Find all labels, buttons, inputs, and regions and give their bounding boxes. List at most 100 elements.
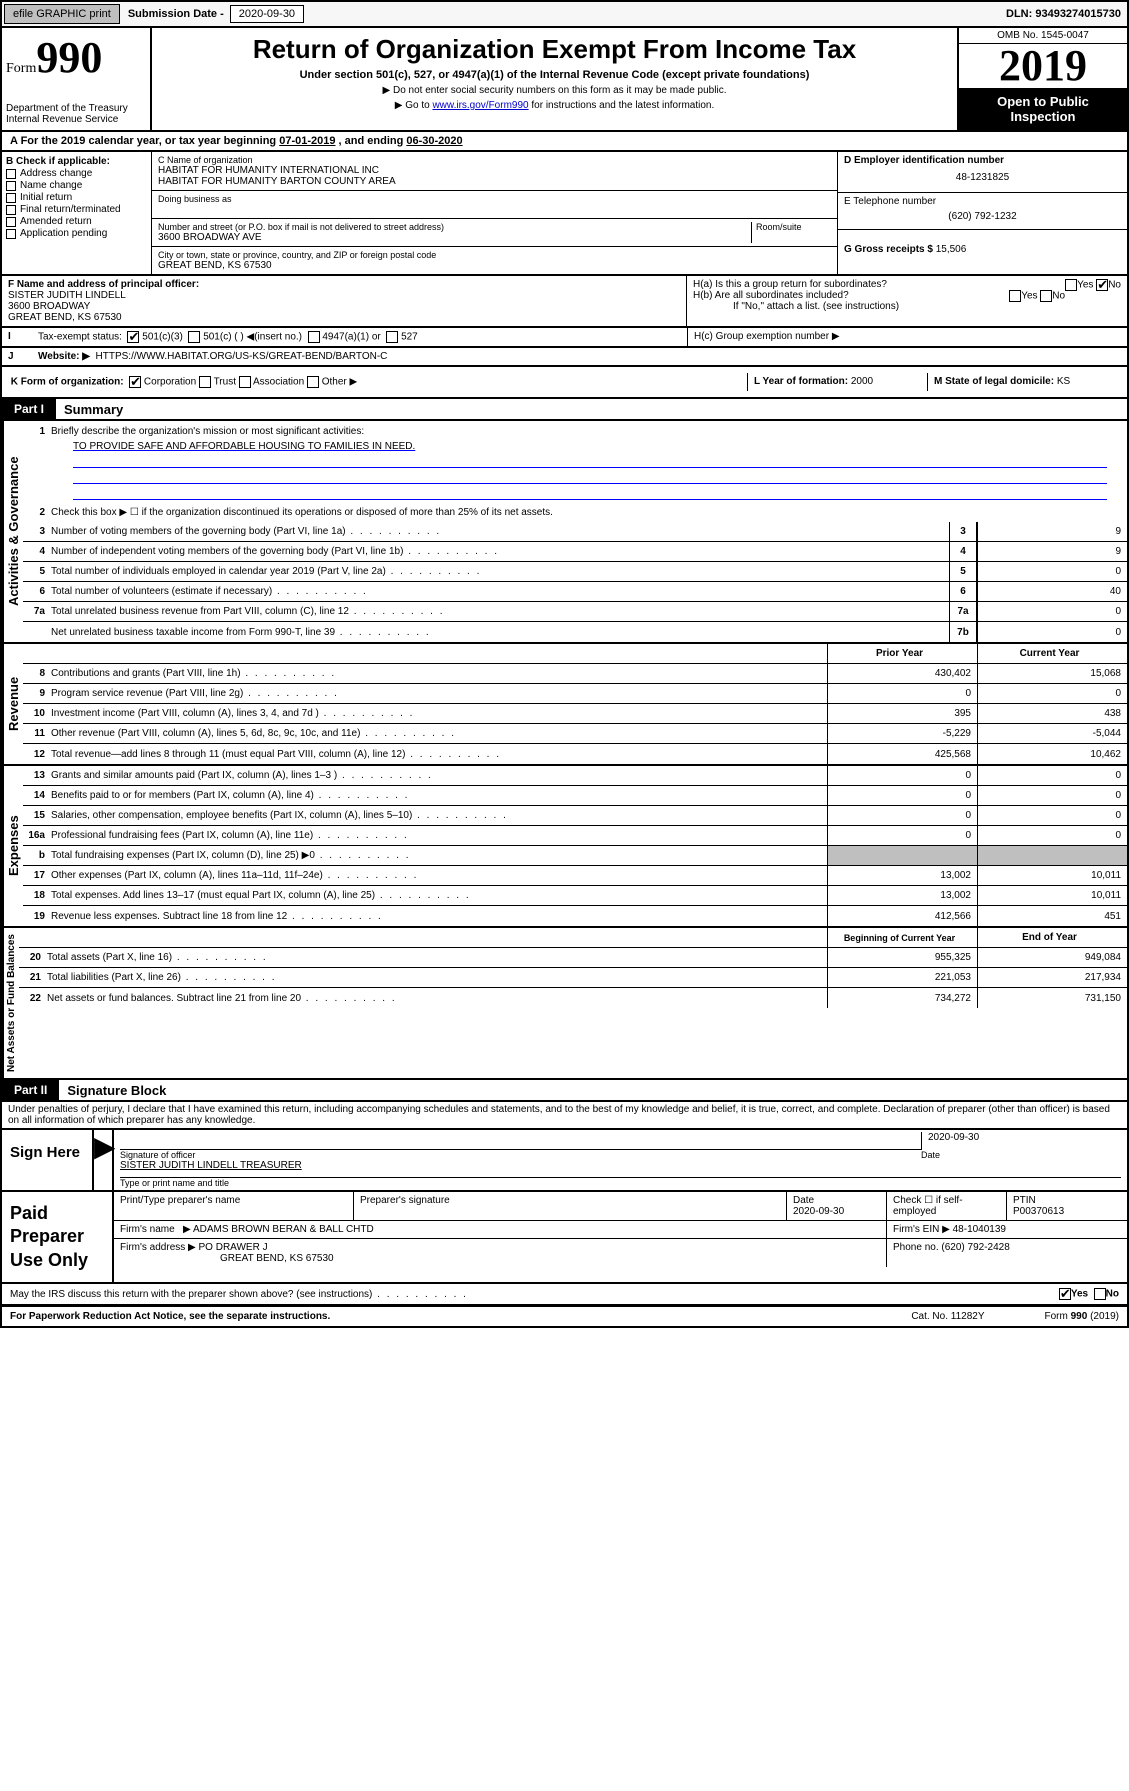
type-name-label: Type or print name and title [120, 1178, 1121, 1188]
sign-here-label: Sign Here [2, 1130, 92, 1190]
city-label: City or town, state or province, country… [158, 250, 831, 260]
form-org: K Form of organization: Corporation Trus… [2, 373, 747, 391]
governance-table: Activities & Governance 1Briefly describ… [0, 421, 1129, 644]
table-row: 16aProfessional fundraising fees (Part I… [23, 826, 1127, 846]
table-row: bTotal fundraising expenses (Part IX, co… [23, 846, 1127, 866]
revenue-table: Revenue Prior YearCurrent Year 8Contribu… [0, 644, 1129, 766]
prep-date-hdr: Date [793, 1195, 880, 1206]
signature-block: Sign Here ▶ 2020-09-30 Signature of offi… [0, 1130, 1129, 1192]
form-title: Return of Organization Exempt From Incom… [158, 34, 951, 65]
part-1-label: Summary [56, 402, 123, 417]
ptin-hdr: PTIN [1013, 1195, 1121, 1206]
prep-sig-hdr: Preparer's signature [354, 1192, 787, 1220]
gross-receipts-value: 15,506 [936, 244, 967, 255]
website: Website: ▶ HTTPS://WWW.HABITAT.ORG/US-KS… [32, 348, 1127, 365]
sign-arrow-icon: ▶ [92, 1130, 112, 1190]
firm-phone-label: Phone no. [893, 1242, 939, 1253]
dln: DLN: 93493274015730 [1006, 8, 1127, 20]
table-row: 18Total expenses. Add lines 13–17 (must … [23, 886, 1127, 906]
paid-preparer-label: Paid Preparer Use Only [2, 1192, 112, 1282]
current-year-header: Current Year [977, 644, 1127, 663]
firm-ein: 48-1040139 [953, 1224, 1006, 1235]
begin-year-header: Beginning of Current Year [827, 928, 977, 947]
form-footer: Form 990 (2019) [1045, 1311, 1119, 1322]
chk-final[interactable]: Final return/terminated [6, 204, 147, 215]
firm-addr-label: Firm's address [120, 1242, 185, 1253]
table-row: 14Benefits paid to or for members (Part … [23, 786, 1127, 806]
tax-exempt-status: Tax-exempt status: 501(c)(3) 501(c) ( ) … [32, 328, 687, 346]
part-2-label: Signature Block [59, 1083, 166, 1098]
subtitle-1: Under section 501(c), 527, or 4947(a)(1)… [158, 69, 951, 81]
line-2: Check this box ▶ ☐ if the organization d… [51, 505, 1127, 520]
governance-sidelabel: Activities & Governance [2, 421, 23, 642]
check-applicable-label: B Check if applicable: [6, 156, 147, 167]
dept-treasury: Department of the Treasury [6, 103, 146, 114]
table-row: Net unrelated business taxable income fr… [23, 622, 1127, 642]
table-row: 8Contributions and grants (Part VIII, li… [23, 664, 1127, 684]
title-block: Form990 Department of the Treasury Inter… [0, 28, 1129, 132]
submission-label: Submission Date - [122, 8, 230, 20]
open-public: Open to Public Inspection [959, 88, 1127, 130]
chk-pending[interactable]: Application pending [6, 228, 147, 239]
phone-value: (620) 792-1232 [844, 207, 1121, 226]
efile-print-button[interactable]: efile GRAPHIC print [4, 4, 120, 24]
chk-amended[interactable]: Amended return [6, 216, 147, 227]
gross-receipts-label: G Gross receipts $ [844, 244, 933, 255]
h-a: H(a) Is this a group return for subordin… [693, 279, 1121, 290]
chk-address[interactable]: Address change [6, 168, 147, 179]
org-name-label: C Name of organization [158, 155, 831, 165]
officer-name: SISTER JUDITH LINDELL [8, 290, 680, 301]
irs-link[interactable]: www.irs.gov/Form990 [432, 100, 528, 111]
officer-addr2: GREAT BEND, KS 67530 [8, 312, 680, 323]
line-j: J [2, 348, 32, 365]
sig-officer-label: Signature of officer [120, 1150, 921, 1160]
table-row: 13Grants and similar amounts paid (Part … [23, 766, 1127, 786]
revenue-sidelabel: Revenue [2, 644, 23, 764]
table-row: 22Net assets or fund balances. Subtract … [19, 988, 1127, 1008]
officer-group-section: F Name and address of principal officer:… [0, 276, 1129, 328]
chk-initial[interactable]: Initial return [6, 192, 147, 203]
sig-date-label: Date [921, 1150, 1121, 1160]
firm-addr1: ▶ PO DRAWER J [188, 1242, 268, 1253]
table-row: 4Number of independent voting members of… [23, 542, 1127, 562]
paid-preparer-block: Paid Preparer Use Only Print/Type prepar… [0, 1192, 1129, 1284]
table-row: 12Total revenue—add lines 8 through 11 (… [23, 744, 1127, 764]
submission-date: 2020-09-30 [230, 5, 304, 23]
line-1: Briefly describe the organization's miss… [51, 424, 1127, 439]
tax-year-range: A For the 2019 calendar year, or tax yea… [2, 132, 471, 150]
h-b: H(b) Are all subordinates included? Yes … [693, 290, 1121, 301]
firm-name-label: Firm's name [120, 1224, 175, 1235]
officer-label: F Name and address of principal officer: [8, 279, 680, 290]
prep-date: 2020-09-30 [793, 1206, 880, 1217]
expenses-sidelabel: Expenses [2, 766, 23, 926]
ein-value: 48-1231825 [844, 166, 1121, 189]
phone-label: E Telephone number [844, 196, 1121, 207]
dept-irs: Internal Revenue Service [6, 114, 146, 125]
table-row: 17Other expenses (Part IX, column (A), l… [23, 866, 1127, 886]
perjury-text: Under penalties of perjury, I declare th… [0, 1102, 1129, 1130]
table-row: 15Salaries, other compensation, employee… [23, 806, 1127, 826]
addr-label: Number and street (or P.O. box if mail i… [158, 222, 751, 232]
firm-phone: (620) 792-2428 [941, 1242, 1009, 1253]
officer-name-title: SISTER JUDITH LINDELL TREASURER [120, 1160, 1121, 1178]
prior-year-header: Prior Year [827, 644, 977, 663]
entity-block: B Check if applicable: Address change Na… [0, 152, 1129, 276]
dba-label: Doing business as [158, 194, 831, 204]
tax-year: 2019 [959, 44, 1127, 88]
discuss-row: May the IRS discuss this return with the… [0, 1284, 1129, 1306]
ptin-val: P00370613 [1013, 1206, 1121, 1217]
officer-addr1: 3600 BROADWAY [8, 301, 680, 312]
form-number: Form990 [6, 32, 146, 83]
table-row: 3Number of voting members of the governi… [23, 522, 1127, 542]
city-state-zip: GREAT BEND, KS 67530 [158, 260, 831, 271]
table-row: 10Investment income (Part VIII, column (… [23, 704, 1127, 724]
netassets-table: Net Assets or Fund Balances Beginning of… [0, 928, 1129, 1080]
mission-text: TO PROVIDE SAFE AND AFFORDABLE HOUSING T… [73, 441, 1127, 452]
room-label: Room/suite [756, 222, 831, 232]
org-name-2: HABITAT FOR HUMANITY BARTON COUNTY AREA [158, 176, 831, 187]
table-row: 7aTotal unrelated business revenue from … [23, 602, 1127, 622]
line-i: I [2, 328, 32, 346]
year-formation: L Year of formation: 2000 [747, 373, 927, 391]
firm-addr2: GREAT BEND, KS 67530 [120, 1253, 334, 1264]
chk-name[interactable]: Name change [6, 180, 147, 191]
